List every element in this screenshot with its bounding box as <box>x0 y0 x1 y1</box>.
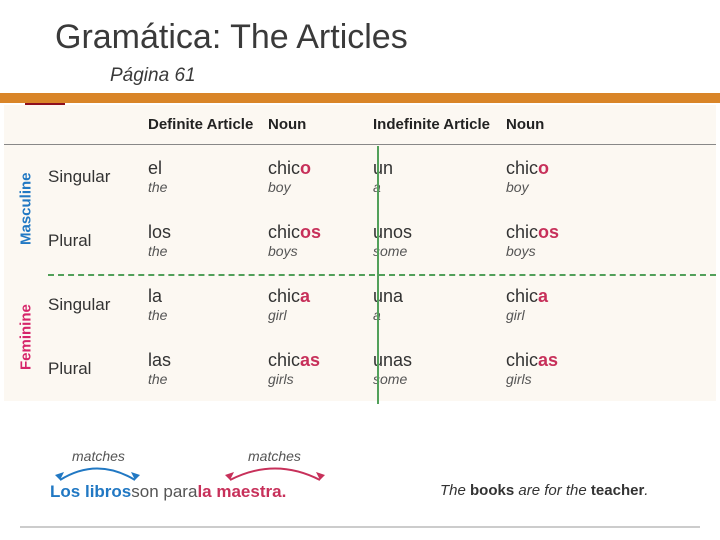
cell-number: Singular <box>48 145 148 209</box>
word-maestra: maestra <box>216 482 281 502</box>
cell-noun: chicosboys <box>268 209 373 273</box>
footer-divider <box>20 526 700 528</box>
matches-label: matches <box>248 448 301 464</box>
cell-definite: lasthe <box>148 337 268 401</box>
divider-vertical <box>377 146 379 404</box>
cell-noun: chicagirl <box>268 273 373 337</box>
gender-masculine-label: Masculine <box>4 145 48 273</box>
cell-indefinite: unossome <box>373 209 506 273</box>
period: . <box>282 482 287 502</box>
header-definite: Definite Article <box>148 116 268 133</box>
cell-definite: elthe <box>148 145 268 209</box>
cell-noun: chicoboy <box>506 145 616 209</box>
cell-definite: losthe <box>148 209 268 273</box>
cell-noun: chicasgirls <box>268 337 373 401</box>
sentence-translation: The books are for the teacher. <box>440 482 648 499</box>
divider-dash <box>48 274 716 276</box>
matches-label: matches <box>72 448 125 464</box>
cell-noun: chicoboy <box>268 145 373 209</box>
word-libros: libros <box>85 482 131 502</box>
cell-indefinite: unassome <box>373 337 506 401</box>
cell-number: Plural <box>48 337 148 401</box>
match-arc-icon <box>50 462 145 482</box>
cell-noun: chicasgirls <box>506 337 616 401</box>
table-row: Singularelthechicoboyunachicoboy <box>48 145 716 209</box>
table-row: Plurallasthechicasgirlsunassomechicasgir… <box>48 337 716 401</box>
cell-number: Plural <box>48 209 148 273</box>
divider-bar <box>0 93 720 103</box>
match-arc-icon <box>220 462 330 482</box>
cell-definite: lathe <box>148 273 268 337</box>
page-title: Gramática: The Articles <box>0 0 720 65</box>
cell-number: Singular <box>48 273 148 337</box>
cell-noun: chicagirl <box>506 273 616 337</box>
gender-feminine-label: Feminine <box>4 273 48 401</box>
word-la: la <box>197 482 211 502</box>
cell-indefinite: una <box>373 145 506 209</box>
header-noun: Noun <box>506 116 616 133</box>
example-sentence: matches matches Los libros son para la m… <box>50 448 690 502</box>
table-row: Singularlathechicagirlunaachicagirl <box>48 273 716 337</box>
table-row: Plurallosthechicosboysunossomechicosboys <box>48 209 716 273</box>
word-los: Los <box>50 482 80 502</box>
header-indefinite: Indefinite Article <box>373 116 506 133</box>
cell-indefinite: unaa <box>373 273 506 337</box>
table-header-row: Definite Article Noun Indefinite Article… <box>4 105 716 145</box>
articles-table: Definite Article Noun Indefinite Article… <box>4 105 716 401</box>
word-mid: son para <box>131 482 197 502</box>
page-subtitle: Página 61 <box>110 65 720 87</box>
cell-noun: chicosboys <box>506 209 616 273</box>
header-noun: Noun <box>268 116 373 133</box>
